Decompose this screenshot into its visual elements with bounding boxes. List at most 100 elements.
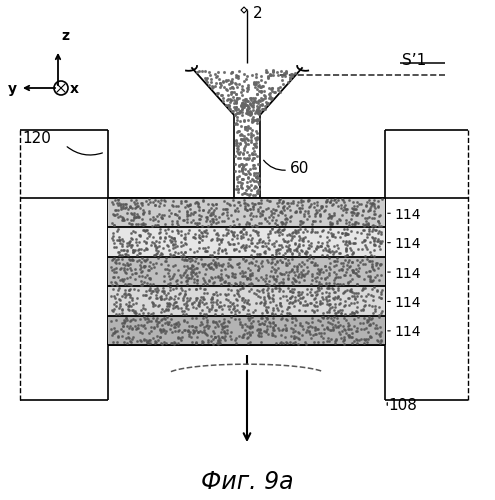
Point: [154, 302, 162, 310]
Point: [287, 245, 295, 253]
Point: [152, 259, 160, 267]
Point: [268, 258, 276, 266]
Point: [330, 280, 338, 287]
Point: [359, 319, 367, 327]
Point: [118, 276, 126, 284]
Point: [294, 296, 301, 304]
Point: [277, 66, 285, 74]
Point: [310, 261, 318, 269]
Point: [276, 298, 284, 306]
Point: [301, 224, 309, 232]
Point: [288, 70, 296, 78]
Point: [260, 248, 268, 256]
Point: [266, 298, 274, 306]
Point: [346, 288, 354, 296]
Point: [241, 122, 249, 130]
Point: [230, 240, 238, 248]
Point: [212, 306, 220, 314]
Point: [245, 154, 252, 162]
Point: [325, 308, 333, 316]
Point: [243, 276, 250, 283]
Point: [136, 231, 144, 239]
Point: [225, 80, 233, 88]
Point: [269, 324, 277, 332]
Point: [368, 264, 376, 272]
Point: [175, 326, 183, 334]
Point: [179, 310, 187, 318]
Point: [134, 212, 142, 220]
Point: [284, 78, 292, 86]
Point: [280, 206, 288, 214]
Point: [234, 178, 242, 186]
Point: [238, 243, 246, 251]
Point: [177, 232, 185, 239]
Point: [169, 244, 177, 252]
Point: [364, 207, 372, 215]
Point: [115, 199, 123, 207]
Point: [303, 324, 311, 332]
Point: [336, 294, 344, 302]
Point: [157, 295, 165, 303]
Point: [248, 268, 256, 276]
Point: [243, 86, 251, 94]
Point: [246, 231, 254, 239]
Point: [152, 286, 160, 294]
Point: [243, 178, 251, 186]
Point: [276, 294, 284, 302]
Point: [327, 212, 335, 220]
Point: [377, 260, 385, 268]
Point: [138, 216, 146, 224]
Point: [277, 310, 285, 318]
Point: [142, 244, 150, 252]
Point: [309, 217, 317, 225]
Point: [279, 251, 287, 259]
Point: [292, 240, 299, 248]
Point: [350, 290, 358, 298]
Point: [269, 326, 277, 334]
Point: [292, 226, 300, 234]
Point: [319, 313, 327, 321]
Point: [237, 102, 245, 110]
Point: [225, 304, 233, 312]
Point: [248, 238, 255, 246]
Point: [242, 101, 249, 109]
Point: [238, 190, 246, 198]
Point: [298, 294, 306, 302]
Point: [293, 265, 301, 273]
Point: [335, 322, 343, 330]
Point: [228, 78, 236, 86]
Point: [329, 285, 337, 293]
Point: [246, 266, 253, 274]
Point: [149, 299, 157, 307]
Point: [179, 294, 187, 302]
Point: [261, 78, 269, 86]
Point: [268, 286, 276, 294]
Point: [354, 246, 362, 254]
Point: [193, 294, 201, 302]
Point: [182, 233, 190, 241]
Point: [353, 268, 361, 276]
Point: [238, 174, 246, 182]
Point: [138, 244, 146, 252]
Point: [217, 280, 225, 288]
Point: [293, 267, 301, 275]
Point: [334, 244, 342, 252]
Point: [271, 310, 279, 318]
Point: [305, 196, 313, 204]
Point: [329, 200, 337, 208]
Point: [281, 220, 289, 228]
Point: [253, 229, 261, 237]
Point: [330, 294, 338, 302]
Point: [198, 260, 206, 268]
Point: [248, 270, 256, 278]
Point: [257, 332, 265, 340]
Point: [260, 320, 268, 328]
Point: [296, 248, 303, 256]
Point: [303, 215, 311, 223]
Point: [238, 272, 246, 280]
Point: [334, 217, 342, 225]
Point: [338, 229, 346, 237]
Point: [280, 270, 288, 278]
Point: [231, 120, 239, 128]
Point: [346, 330, 353, 338]
